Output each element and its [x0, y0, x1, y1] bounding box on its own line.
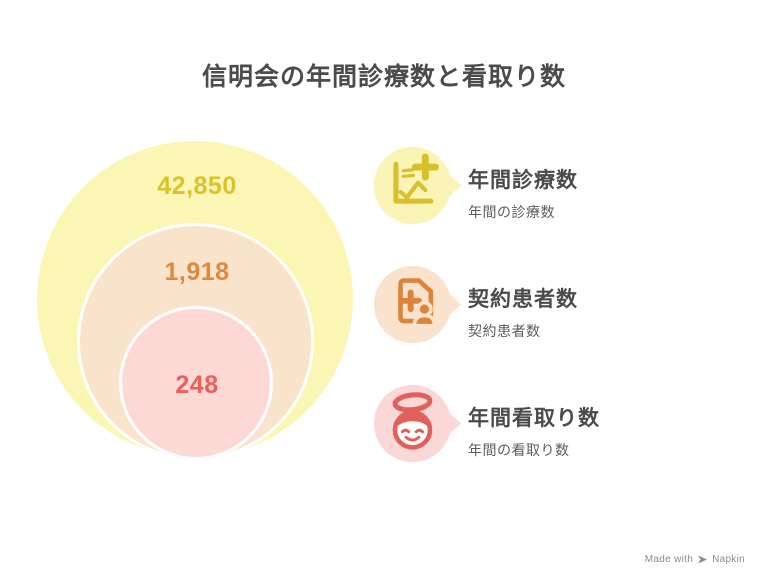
legend-title-annual-deaths: 年間看取り数 [468, 407, 600, 430]
legend-subtitle-annual-treatments: 年間の診療数 [468, 204, 555, 220]
legend-subtitle-contracted-patients: 契約患者数 [468, 323, 541, 339]
angel-face-halo-icon [373, 384, 462, 463]
value-contracted-patients: 1,918 [164, 258, 230, 286]
value-annual-treatments: 42,850 [157, 172, 237, 200]
page-title: 信明会の年間診療数と看取り数 [201, 63, 566, 91]
legend-title-contracted-patients: 契約患者数 [468, 288, 578, 311]
line-chart-plus-icon [373, 146, 462, 225]
watermark-brand: Napkin [712, 554, 745, 565]
medical-document-patient-icon [373, 265, 462, 344]
legend-item-annual-deaths: 年間看取り数 年間の看取り数 [372, 381, 600, 466]
value-annual-deaths: 248 [175, 371, 219, 399]
legend-item-contracted-patients: 契約患者数 契約患者数 [372, 262, 578, 347]
legend-subtitle-annual-deaths: 年間の看取り数 [468, 442, 570, 458]
napkin-logo-icon [698, 555, 708, 564]
legend-item-annual-treatments: 年間診療数 年間の診療数 [372, 143, 578, 228]
circle-annual-deaths [119, 306, 273, 460]
napkin-watermark[interactable]: Made with Napkin [645, 554, 745, 565]
watermark-prefix: Made with [644, 554, 694, 565]
legend-title-annual-treatments: 年間診療数 [468, 169, 578, 192]
